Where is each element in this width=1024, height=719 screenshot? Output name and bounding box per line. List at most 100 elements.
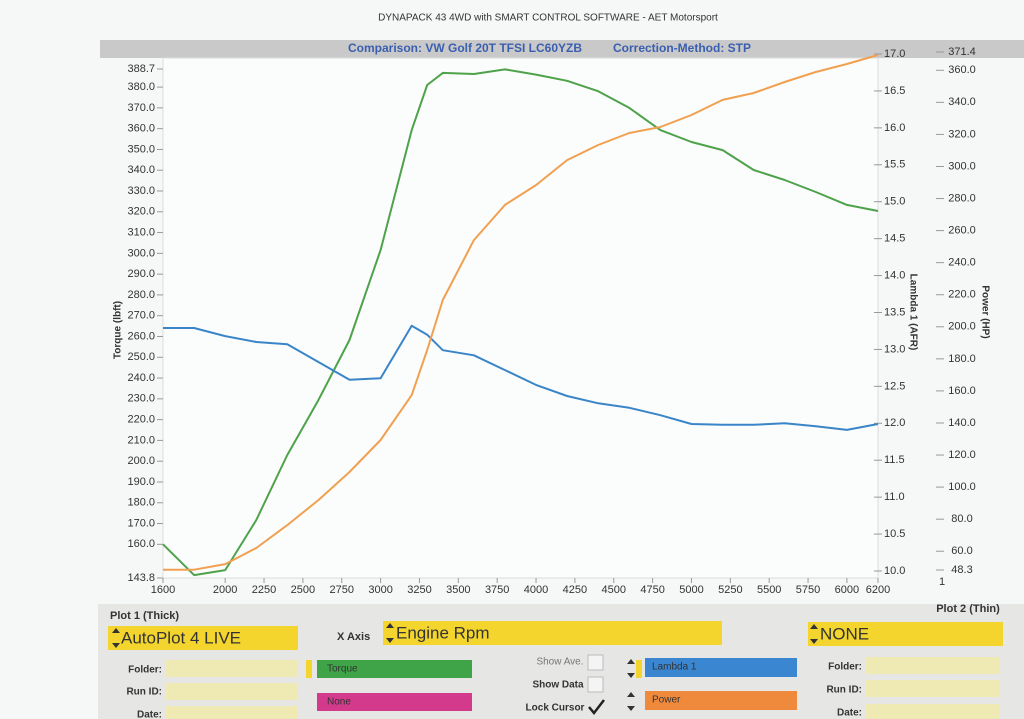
date-label-2: Date: <box>837 708 862 719</box>
y2-tick-label: 12.0 <box>884 417 905 429</box>
y3-tick-label: 120.0 <box>948 449 976 461</box>
y3-tick-label: 240.0 <box>948 257 976 269</box>
y-tick-label: 240.0 <box>127 372 155 384</box>
y-tick-label: 340.0 <box>127 164 155 176</box>
folder-field-2[interactable] <box>866 657 1000 674</box>
y2-tick-label: 13.5 <box>884 306 905 318</box>
y3-tick-label: 360.0 <box>948 64 976 76</box>
y-tick-label: 220.0 <box>127 414 155 426</box>
y3-tick-label: 140.0 <box>948 417 976 429</box>
power-channel[interactable] <box>645 691 797 710</box>
y2-axis-title: Lambda 1 (AFR) <box>907 274 918 351</box>
y3-tick-label: 300.0 <box>948 160 976 172</box>
series-line <box>163 324 879 431</box>
y3-tick-label: 371.4 <box>948 46 976 58</box>
x-axis-select[interactable] <box>383 621 722 645</box>
correction-method: Correction-Method: STP <box>613 41 751 55</box>
y3-tick-label: 220.0 <box>948 289 976 301</box>
plot2-value: NONE <box>820 624 869 643</box>
y2-tick-label: 10.5 <box>884 528 905 540</box>
run-id-field[interactable] <box>166 683 298 700</box>
power-channel-label: Power <box>652 695 681 706</box>
folder-label-2: Folder: <box>828 662 862 673</box>
date-field[interactable] <box>166 706 298 719</box>
control-panel: Plot 1 (Thick) Plot 2 (Thin) AutoPlot 4 … <box>98 603 1024 719</box>
x-tick-label: 2000 <box>213 584 237 596</box>
x-axis-value: Engine Rpm <box>396 623 490 642</box>
x-axis-label: X Axis <box>337 631 370 643</box>
show-data-checkbox[interactable] <box>587 676 604 693</box>
date-field-2[interactable] <box>866 704 1000 719</box>
folder-label: Folder: <box>128 665 162 676</box>
lock-cursor-label: Lock Cursor <box>526 703 585 714</box>
y3-tick-label: 200.0 <box>948 321 976 333</box>
x-tick-label: 5250 <box>718 584 742 596</box>
header-bar <box>100 40 1024 58</box>
y-tick-label: 190.0 <box>127 476 155 488</box>
x-tick-label: 4500 <box>602 584 626 596</box>
series-line <box>162 68 879 577</box>
y2-tick-label: 15.0 <box>884 196 905 208</box>
y-tick-label: 250.0 <box>127 351 155 363</box>
y2-tick-label: 13.0 <box>884 343 905 355</box>
y3-axis-title: Power (HP) <box>979 285 990 338</box>
x-tick-label: 4750 <box>640 584 664 596</box>
y-tick-label: 300.0 <box>127 247 155 259</box>
plot2-title: Plot 2 (Thin) <box>936 603 1000 615</box>
y3-tick-label: 180.0 <box>948 353 976 365</box>
y3-tick-label: 80.0 <box>951 513 972 525</box>
marker <box>306 660 312 678</box>
show-ave-checkbox[interactable] <box>587 654 604 671</box>
run-id-field-2[interactable] <box>866 680 1000 697</box>
plot1-value: AutoPlot 4 LIVE <box>121 628 241 647</box>
y-tick-label: 350.0 <box>127 143 155 155</box>
y-tick-label: 310.0 <box>127 226 155 238</box>
y-tick-label: 360.0 <box>127 123 155 135</box>
y-tick-label: 160.0 <box>127 538 155 550</box>
y-tick-label: 320.0 <box>127 206 155 218</box>
y-axis-title: Torque (lbft) <box>113 301 124 359</box>
none-channel[interactable] <box>317 693 472 711</box>
x-tick-label: 5500 <box>757 584 781 596</box>
y3-tick-label: 160.0 <box>948 385 976 397</box>
y2-tick-label: 11.0 <box>884 491 905 503</box>
run-id-label-2: Run ID: <box>826 685 862 696</box>
plot1-title: Plot 1 (Thick) <box>110 610 179 622</box>
lambda-channel[interactable] <box>645 658 797 677</box>
date-label: Date: <box>137 710 162 719</box>
x-tick-label: 2500 <box>291 584 315 596</box>
plot-area <box>162 57 879 579</box>
y-tick-label: 210.0 <box>127 434 155 446</box>
y-tick-label: 388.7 <box>127 63 155 75</box>
spin-icon <box>810 624 818 644</box>
y2-tick-label: 16.5 <box>884 85 905 97</box>
spin-icon <box>112 628 120 648</box>
x-tick-label: 6000 <box>835 584 859 596</box>
chart-title: DYNAPACK 43 4WD with SMART CONTROL SOFTW… <box>378 13 718 24</box>
y2-tick-label: 15.5 <box>884 159 905 171</box>
folder-field[interactable] <box>166 660 298 677</box>
show-data-label: Show Data <box>532 680 584 691</box>
torque-channel[interactable] <box>317 660 472 678</box>
chart-layer: 143.8160.0170.0180.0190.0200.0210.0220.0… <box>127 46 975 596</box>
y3-tick-label: 260.0 <box>948 225 976 237</box>
lock-cursor-check[interactable] <box>588 699 605 715</box>
series-line <box>163 54 879 571</box>
y2-tick-label: 14.5 <box>884 233 905 245</box>
y2-tick-label: 12.5 <box>884 380 905 392</box>
plot2-select[interactable] <box>808 622 1003 646</box>
show-ave-label: Show Ave. <box>536 657 583 668</box>
y-tick-label: 330.0 <box>127 185 155 197</box>
y-tick-label: 280.0 <box>127 289 155 301</box>
y2-tick-label: 14.0 <box>884 269 905 281</box>
x-tick-label: 5000 <box>679 584 703 596</box>
x-tick-label: 6200 <box>866 584 890 596</box>
y3-tick-label: 320.0 <box>948 128 976 140</box>
y2-tick-label: 16.0 <box>884 122 905 134</box>
y-tick-label: 143.8 <box>127 572 155 584</box>
y3-tick-label: 100.0 <box>948 481 976 493</box>
x-tick-label: 3000 <box>368 584 392 596</box>
spin-icon <box>386 623 394 643</box>
plot1-select[interactable] <box>108 626 298 650</box>
x-tick-label: 5750 <box>796 584 820 596</box>
